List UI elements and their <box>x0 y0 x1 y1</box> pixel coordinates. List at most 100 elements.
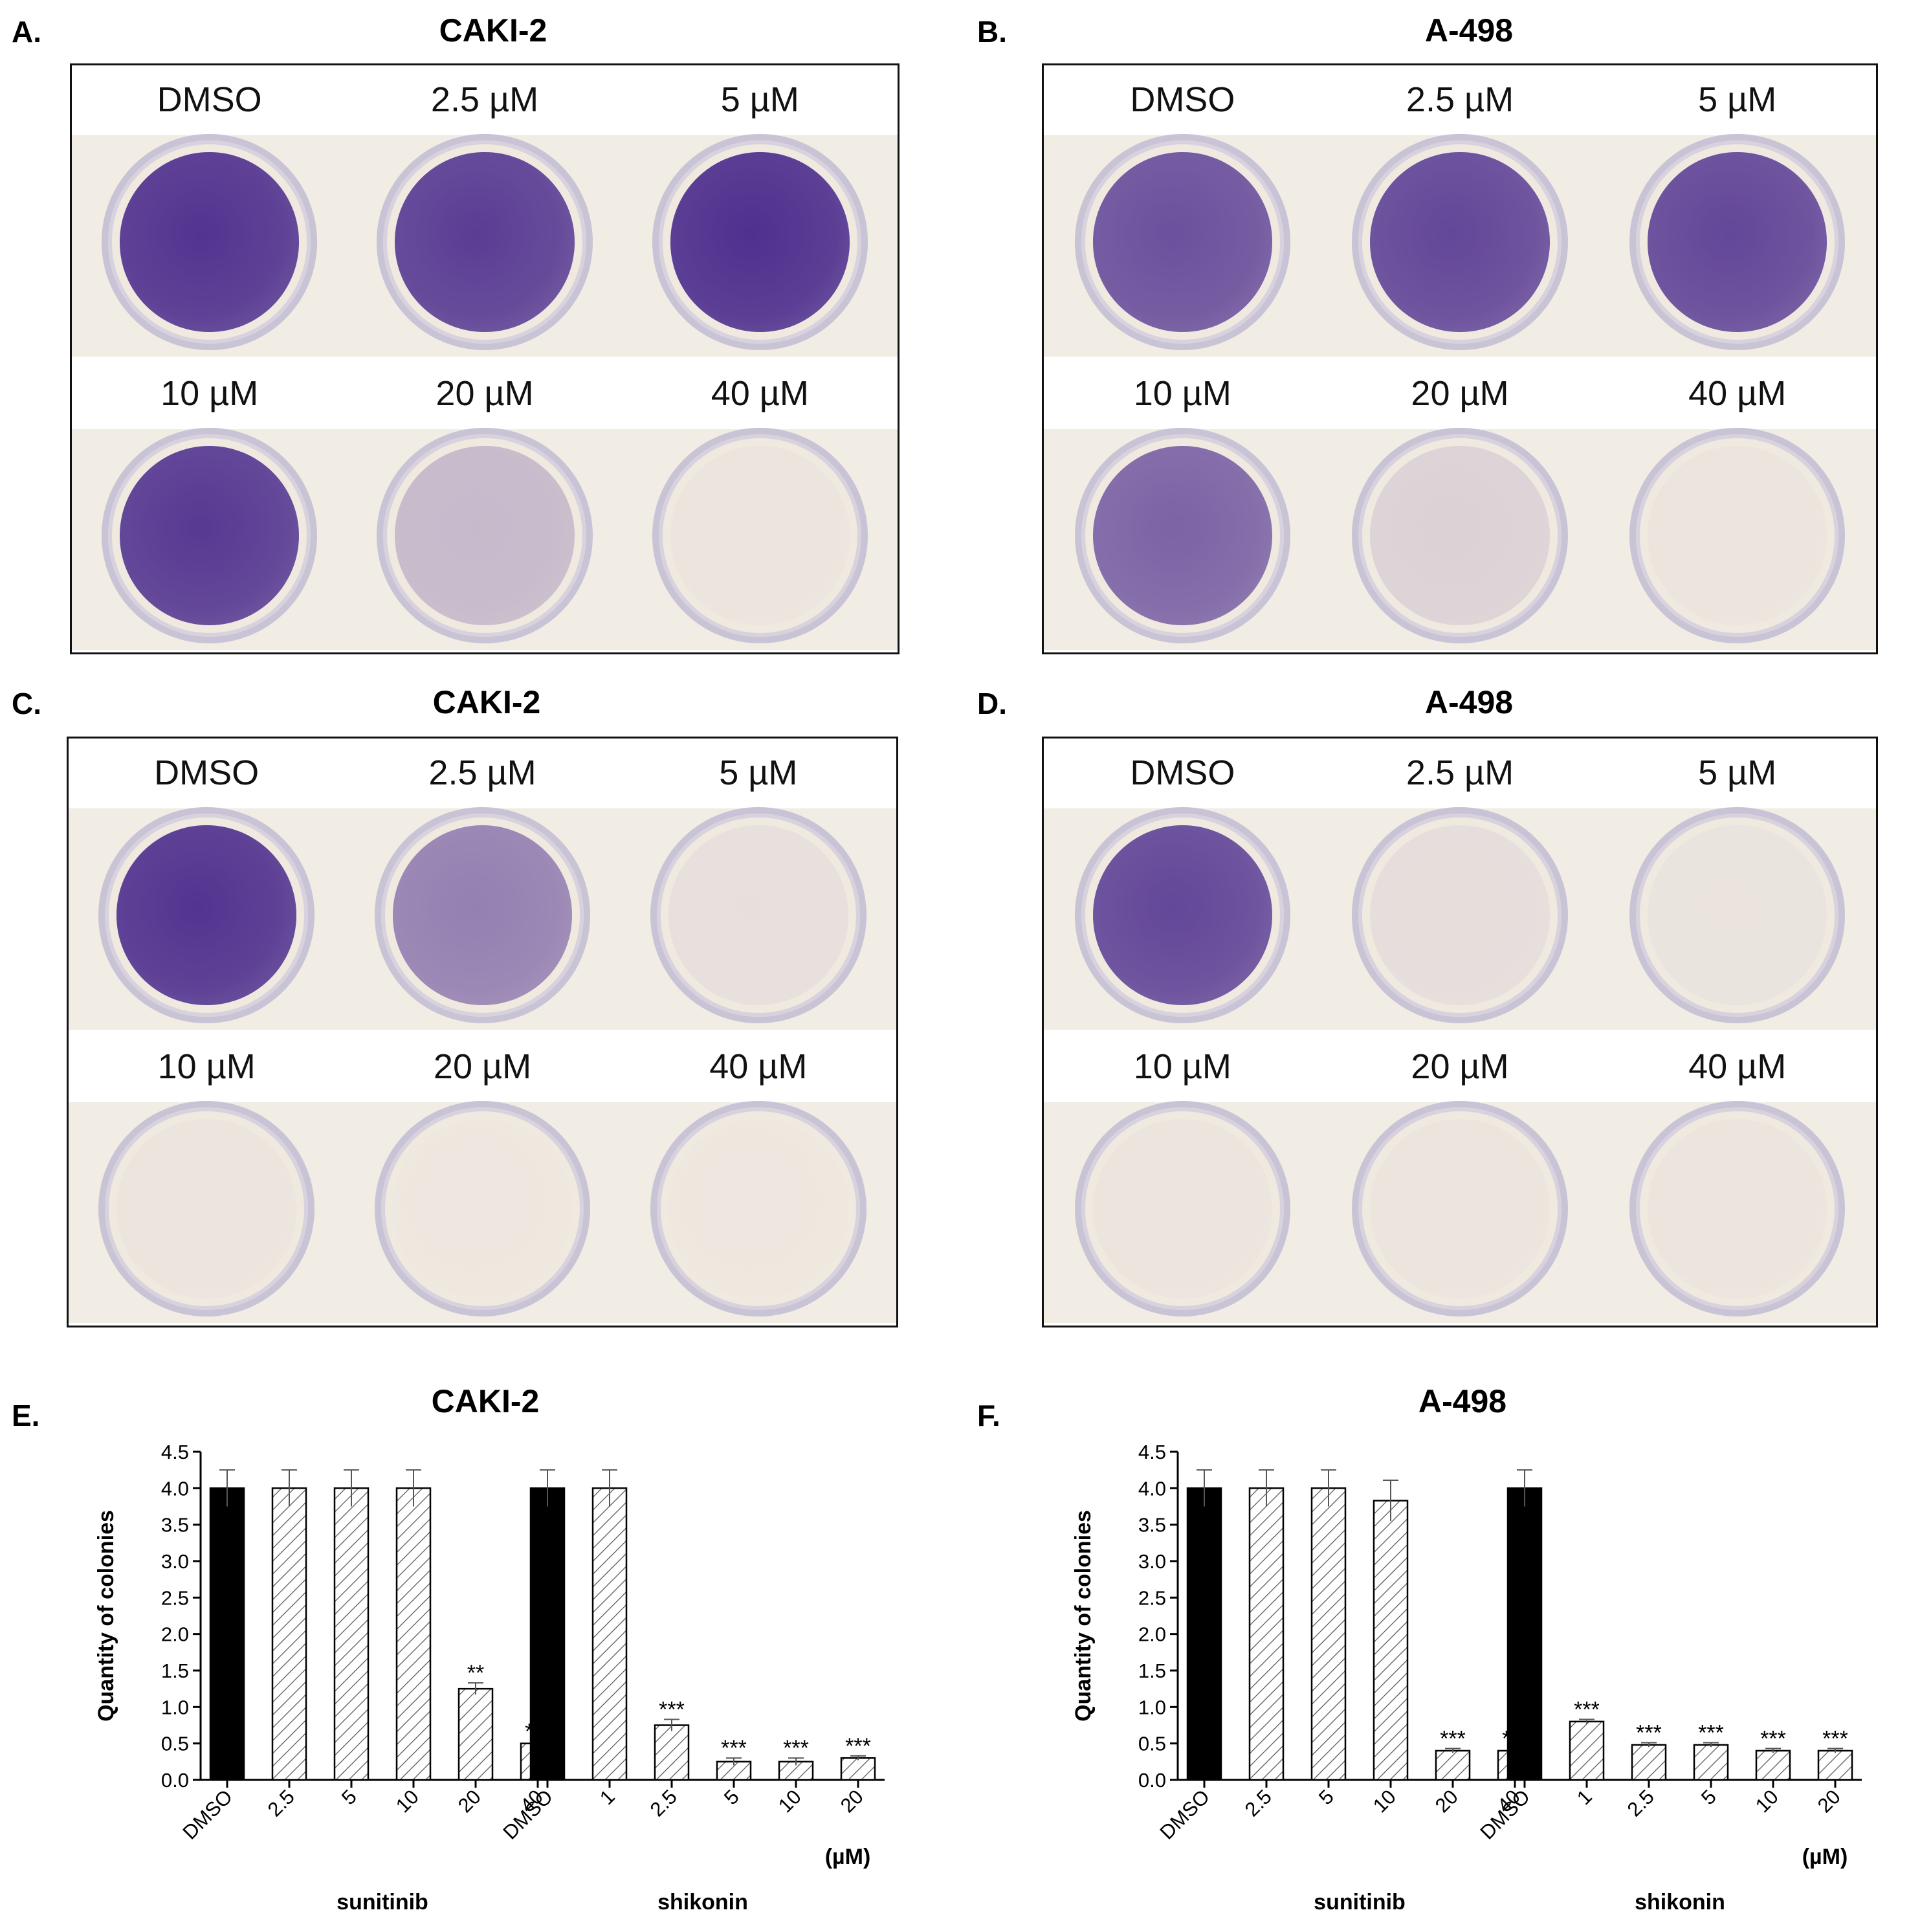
x-tick-label: 10 <box>774 1785 806 1817</box>
y-tick-label: 0.0 <box>161 1769 189 1792</box>
bar <box>395 1487 432 1781</box>
x-tick-label: 1 <box>595 1785 619 1809</box>
bar <box>271 1487 307 1781</box>
y-tick-label: 2.0 <box>161 1623 189 1646</box>
colony-stain <box>119 152 300 332</box>
y-tick-label: 2.5 <box>161 1586 189 1609</box>
colony-stain <box>1647 152 1827 332</box>
x-tick-label: 10 <box>1751 1785 1783 1817</box>
dose-label: 40 µM <box>1688 373 1787 413</box>
significance-label: *** <box>1574 1697 1600 1722</box>
dose-label: 40 µM <box>1688 1047 1787 1086</box>
colony-stain <box>116 1118 296 1298</box>
dose-label: 20 µM <box>1411 1047 1509 1086</box>
bar <box>209 1487 245 1781</box>
culture-well <box>1352 427 1568 643</box>
dose-label: 2.5 µM <box>1406 753 1514 792</box>
colony-stain <box>1370 152 1550 332</box>
panel-letter: B. <box>977 15 1007 49</box>
panel-letter: F. <box>977 1399 1000 1432</box>
x-tick-label: 20 <box>1813 1785 1845 1817</box>
dose-label: DMSO <box>1130 753 1235 792</box>
x-tick-label: 10 <box>392 1785 423 1817</box>
dose-label: 2.5 µM <box>428 753 536 792</box>
colony-stain <box>119 445 300 625</box>
significance-label: *** <box>1760 1727 1786 1751</box>
colony-stain <box>392 825 573 1005</box>
colony-stain <box>1370 1118 1550 1298</box>
y-axis-label: Quantity of colonies <box>94 1510 118 1722</box>
y-tick-label: 0.0 <box>1138 1769 1166 1792</box>
plate-photo: DMSO 2.5 µM 5 µM 10 µM 20 µM 40 µM <box>1042 63 1878 654</box>
significance-label: *** <box>1636 1721 1662 1746</box>
culture-well <box>650 1100 866 1316</box>
significance-label: *** <box>845 1734 871 1759</box>
group-label: shikonin <box>1635 1890 1725 1915</box>
dose-label: 10 µM <box>1133 1047 1231 1086</box>
bar <box>591 1487 628 1781</box>
panel-letter: D. <box>977 687 1007 720</box>
bar <box>333 1487 370 1781</box>
bar <box>1693 1744 1729 1781</box>
bar <box>1506 1487 1543 1781</box>
culture-well <box>1629 427 1846 643</box>
culture-well <box>374 807 591 1023</box>
panel-letter: A. <box>12 15 41 49</box>
y-tick-label: 0.5 <box>161 1733 189 1755</box>
dose-label: DMSO <box>157 80 262 119</box>
y-tick-label: 0.5 <box>1138 1733 1166 1755</box>
y-tick-label: 1.5 <box>161 1660 189 1682</box>
panel-title: CAKI-2 <box>439 12 547 49</box>
x-tick-label: 1 <box>1572 1785 1596 1809</box>
colony-stain <box>668 1118 848 1298</box>
plate-photo: DMSO 2.5 µM 5 µM 10 µM 20 µM 40 µM <box>67 737 898 1327</box>
culture-well <box>98 1100 314 1316</box>
colony-stain <box>1647 825 1827 1005</box>
significance-label: *** <box>659 1697 685 1722</box>
bar <box>529 1487 566 1781</box>
colony-stain <box>670 152 850 332</box>
culture-well <box>650 807 866 1023</box>
culture-well <box>1074 807 1291 1023</box>
plate-photo: DMSO 2.5 µM 5 µM 10 µM 20 µM 40 µM <box>70 63 899 654</box>
culture-well <box>374 1100 591 1316</box>
y-tick-label: 4.0 <box>1138 1477 1166 1500</box>
y-tick-label: 2.5 <box>1138 1586 1166 1609</box>
colony-stain <box>1370 445 1550 625</box>
culture-well <box>652 134 868 350</box>
x-unit-label: (µM) <box>825 1845 871 1869</box>
dose-label: 40 µM <box>709 1047 808 1086</box>
culture-well <box>1629 1100 1846 1316</box>
bar-chart: CAKI-2 Quantity of colonies 0.0 0.5 1.0 1.5 2.… <box>94 1383 885 1915</box>
panel-title: A-498 <box>1424 684 1514 720</box>
culture-well <box>1629 807 1846 1023</box>
y-tick-label: 1.5 <box>1138 1660 1166 1682</box>
colony-stain <box>1092 825 1273 1005</box>
plate-photo: DMSO 2.5 µM 5 µM 10 µM 20 µM 40 µM <box>1042 737 1878 1327</box>
y-tick-label: 3.0 <box>161 1550 189 1573</box>
x-tick-label: 2.5 <box>646 1785 681 1821</box>
colony-stain <box>395 152 575 332</box>
culture-well <box>1352 807 1568 1023</box>
dose-label: 2.5 µM <box>1406 80 1514 119</box>
dose-label: 2.5 µM <box>430 80 539 119</box>
significance-label: *** <box>1698 1721 1724 1746</box>
colony-stain <box>392 1118 573 1298</box>
chart-title: CAKI-2 <box>432 1383 540 1419</box>
x-tick-label: 2.5 <box>1241 1785 1276 1821</box>
colony-stain <box>116 825 296 1005</box>
dose-label: 10 µM <box>160 373 259 413</box>
culture-well <box>1352 134 1568 350</box>
y-tick-label: 2.0 <box>1138 1623 1166 1646</box>
culture-well <box>377 427 593 643</box>
bar-chart: A-498 Quantity of colonies 0.0 0.5 1.0 1.5 2.0… <box>1071 1383 1862 1915</box>
x-tick-label: 5 <box>337 1785 361 1809</box>
bar <box>1631 1744 1667 1781</box>
significance-label: ** <box>467 1661 484 1685</box>
bar <box>1373 1500 1409 1781</box>
bar <box>654 1724 690 1781</box>
dose-label: 40 µM <box>711 373 809 413</box>
y-tick-label: 1.0 <box>161 1696 189 1718</box>
dose-label: DMSO <box>1130 80 1235 119</box>
bar <box>1248 1487 1285 1781</box>
